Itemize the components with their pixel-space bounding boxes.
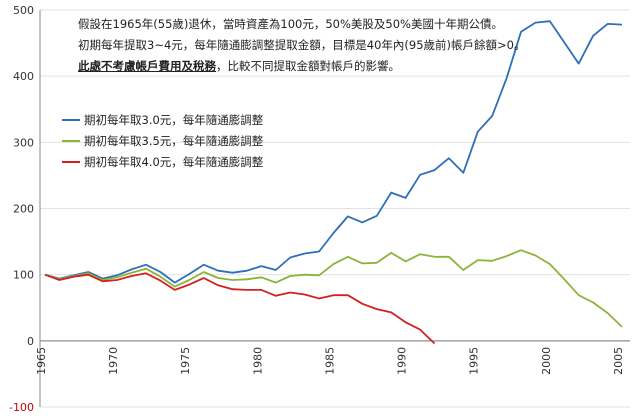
legend-swatch — [62, 161, 80, 163]
x-tick-label: 1990 — [396, 347, 409, 375]
legend-label: 期初每年取3.5元，每年隨通膨調整 — [84, 134, 264, 148]
x-tick-label: 1985 — [324, 347, 337, 375]
y-tick-label: 0 — [27, 335, 34, 348]
y-tick-label: -100 — [9, 401, 34, 414]
x-tick-label: 2005 — [612, 347, 625, 375]
y-tick-label: 100 — [13, 269, 34, 282]
legend-item-1: 期初每年取3.0元，每年隨通膨調整 — [62, 112, 263, 128]
note-line-3: 此處不考慮帳戶費用及稅務，比較不同提取金額對帳戶的影響。 — [78, 58, 400, 74]
x-tick-label: 1980 — [251, 347, 264, 375]
note-line-1: 假設在1965年(55歲)退休，當時資產為100元，50%美股及50%美國十年期… — [78, 17, 503, 31]
series-line-2 — [44, 249, 623, 328]
legend-label: 期初每年取4.0元，每年隨通膨調整 — [84, 155, 264, 169]
series-line-1 — [44, 20, 623, 284]
series-lines — [44, 20, 623, 345]
y-tick-label: 500 — [13, 4, 34, 17]
y-tick-label: 200 — [13, 203, 34, 216]
y-tick-label: 400 — [13, 70, 34, 83]
note-line-3-emphasis: 此處不考慮帳戶費用及稅務 — [78, 59, 216, 73]
x-tick-label: 1970 — [107, 347, 120, 375]
legend-item-2: 期初每年取3.5元，每年隨通膨調整 — [62, 133, 263, 149]
x-tick-label: 2000 — [540, 347, 553, 375]
y-tick-label: 300 — [13, 136, 34, 149]
x-axis-tick-labels: 1965 1970 1975 1980 1985 1990 1995 2000 2005 — [35, 347, 625, 375]
x-tick-label: 1975 — [179, 347, 192, 375]
legend-item-3: 期初每年取4.0元，每年隨通膨調整 — [62, 154, 263, 170]
legend-swatch — [62, 119, 80, 121]
legend-label: 期初每年取3.0元，每年隨通膨調整 — [84, 113, 264, 127]
note-line-2: 初期每年提取3~4元，每年隨通膨調整提取金額，目標是40年內(95歲前)帳戶餘額… — [78, 38, 526, 52]
series-line-3 — [44, 272, 436, 345]
x-tick-label: 1995 — [468, 347, 481, 375]
x-tick-label: 1965 — [35, 347, 48, 375]
y-axis-tick-labels: -100 0 100 200 300 400 500 — [9, 4, 34, 414]
note-line-3-rest: ，比較不同提取金額對帳戶的影響。 — [216, 59, 400, 73]
legend-swatch — [62, 140, 80, 142]
